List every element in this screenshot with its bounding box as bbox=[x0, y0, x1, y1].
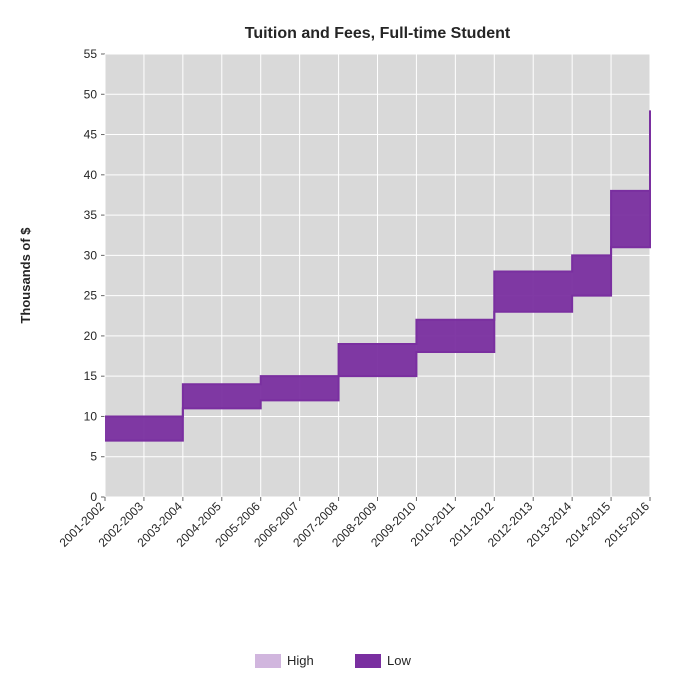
legend-label: High bbox=[287, 653, 314, 668]
y-tick-label: 30 bbox=[84, 248, 98, 262]
y-tick-label: 20 bbox=[84, 329, 98, 343]
y-tick-label: 45 bbox=[84, 128, 98, 142]
y-tick-label: 25 bbox=[84, 289, 98, 303]
legend-swatch bbox=[255, 654, 281, 668]
y-tick-label: 55 bbox=[84, 47, 98, 61]
tuition-chart: 05101520253035404550552001-20022002-2003… bbox=[0, 0, 690, 687]
y-axis-label: Thousands of $ bbox=[18, 227, 33, 324]
y-tick-label: 50 bbox=[84, 87, 98, 101]
y-tick-label: 5 bbox=[90, 450, 97, 464]
chart-title: Tuition and Fees, Full-time Student bbox=[245, 25, 511, 42]
y-tick-label: 35 bbox=[84, 208, 98, 222]
y-tick-label: 15 bbox=[84, 369, 98, 383]
legend-swatch bbox=[355, 654, 381, 668]
legend-label: Low bbox=[387, 653, 411, 668]
y-tick-label: 40 bbox=[84, 168, 98, 182]
legend: High Low bbox=[255, 653, 411, 668]
chart-svg: 05101520253035404550552001-20022002-2003… bbox=[0, 0, 690, 687]
y-tick-label: 10 bbox=[84, 409, 98, 423]
